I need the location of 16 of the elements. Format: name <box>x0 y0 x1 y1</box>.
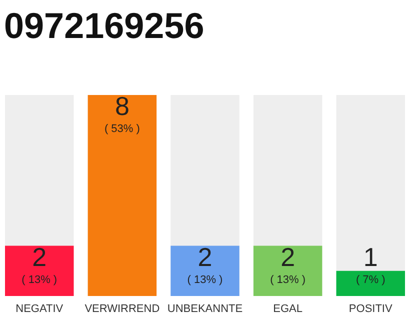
annotation: ( 7% ) <box>356 274 386 286</box>
annotation: ( 13% ) <box>270 274 306 286</box>
data-label: 2 <box>198 242 212 272</box>
x-tick-label: VERWIRREND <box>84 303 160 315</box>
annotation: ( 13% ) <box>22 274 58 286</box>
x-tick-label: POSITIV <box>348 303 393 315</box>
data-label: 1 <box>363 242 378 272</box>
x-tick-label: UNBEKANNTE <box>167 303 243 315</box>
annotation: ( 53% ) <box>104 123 140 135</box>
x-tick-label: NEGATIV <box>16 303 64 315</box>
data-label: 8 <box>114 91 130 121</box>
data-label: 2 <box>32 242 47 272</box>
data-label: 2 <box>280 242 296 272</box>
x-tick-label: EGAL <box>273 303 302 315</box>
annotation: ( 13% ) <box>187 274 223 286</box>
chart-title: 0972169256 <box>4 5 204 46</box>
